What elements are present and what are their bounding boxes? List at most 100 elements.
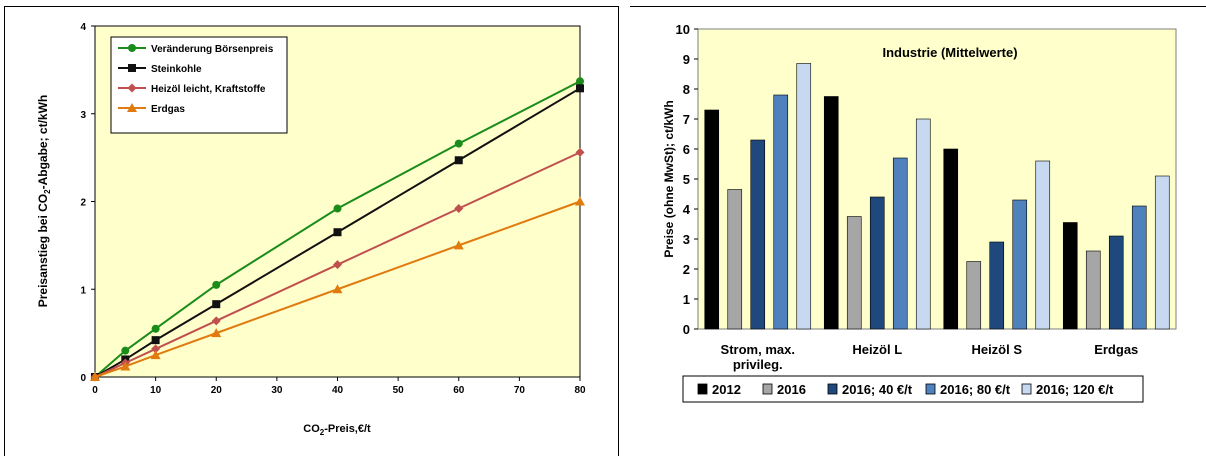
bar-chart-y-axis-label: Preise (ohne MwSt); ct/kWh — [662, 100, 676, 257]
line-chart-legend-label: Erdgas — [151, 104, 185, 115]
line-chart-point — [332, 284, 343, 294]
bar — [846, 216, 862, 330]
bar — [989, 241, 1005, 330]
bar-chart-legend-swatch — [762, 383, 773, 395]
line-chart-point — [453, 240, 464, 250]
bar-chart-y-tick-label: 2 — [683, 262, 690, 277]
line-chart-x-tick-label: 50 — [393, 385, 405, 396]
bar — [823, 96, 839, 330]
line-chart-x-tick-label: 30 — [271, 385, 283, 396]
line-chart-point — [212, 280, 221, 289]
bar-chart-legend-swatch — [827, 383, 838, 395]
bar-chart-category-label: Strom, max. — [721, 342, 795, 357]
bar — [1154, 175, 1170, 330]
line-chart-x-label-sub: 2 — [320, 428, 325, 437]
bar-chart-legend-swatch — [925, 383, 936, 395]
bar — [966, 261, 982, 330]
bar-chart-y-tick-label: 3 — [683, 232, 690, 247]
bar-chart-legend-label: 2016; 120 €/t — [1036, 382, 1114, 397]
bar-chart-plot-area — [697, 28, 1177, 330]
line-chart-x-label-tail: -Preis,€/t — [324, 423, 371, 435]
bar — [892, 157, 908, 330]
bar — [1131, 205, 1147, 330]
bar — [750, 139, 766, 330]
bar-chart-category-label: Heizöl S — [971, 342, 1022, 357]
line-chart-legend-marker — [127, 83, 137, 93]
line-chart-legend-marker — [128, 64, 136, 72]
bar — [1108, 235, 1124, 330]
frame-top-right — [630, 6, 1206, 7]
line-chart: 0 10 20 30 40 50 60 70 80 0 1 2 3 4 Veränderung Börse… — [36, 22, 586, 437]
bar-chart-legend-label: 2016; 80 €/t — [940, 382, 1011, 397]
line-chart-y-tick-label: 0 — [80, 373, 86, 384]
bar-chart-y-tick-label: 10 — [676, 22, 690, 37]
bar-chart-legend-swatch — [1021, 383, 1032, 395]
line-chart-x-tick-label: 40 — [332, 385, 344, 396]
line-chart-point — [454, 156, 463, 165]
line-chart-point — [151, 324, 160, 333]
line-chart-point — [454, 204, 464, 214]
bar-chart-legend-label: 2016 — [777, 382, 806, 397]
bar-chart-y-tick-label: 6 — [683, 142, 690, 157]
line-chart-y-label-tail: -Abgabe; ct/kWh — [36, 95, 50, 190]
line-chart-x-tick-label: 10 — [150, 385, 162, 396]
bar-chart-legend-label: 2016; 40 €/t — [842, 382, 913, 397]
bar — [915, 118, 931, 330]
line-chart-point — [150, 350, 161, 360]
line-chart-x-tick-label: 70 — [514, 385, 526, 396]
frame-left — [4, 6, 5, 456]
line-chart-point — [151, 336, 160, 345]
bar-chart-category-label: privileg. — [733, 357, 783, 372]
bar-chart-legend — [682, 375, 1144, 403]
bar — [796, 63, 812, 330]
line-chart-legend-marker — [127, 103, 137, 112]
line-chart-y-tick-label: 2 — [80, 198, 86, 209]
line-chart-y-tick-label: 3 — [80, 110, 86, 121]
line-chart-x-axis-label: CO2-Preis,€/t — [303, 423, 371, 437]
line-chart-point — [212, 300, 221, 309]
frame-divider — [618, 6, 619, 456]
line-chart-x-tick-label: 80 — [574, 385, 586, 396]
bar — [1062, 222, 1078, 330]
line-chart-x-label-main: CO — [303, 423, 320, 435]
bar — [1085, 250, 1101, 330]
bar-chart-y-tick-label: 1 — [683, 292, 690, 307]
line-chart-point — [575, 196, 585, 206]
line-chart-y-tick-label: 4 — [80, 22, 86, 33]
bar — [943, 148, 959, 330]
bar-chart-category-label: Erdgas — [1094, 342, 1138, 357]
line-chart-point — [333, 204, 342, 213]
bar — [704, 109, 720, 330]
line-chart-y-label-sub: 2 — [43, 189, 52, 194]
line-chart-legend-marker — [128, 44, 136, 52]
bar-chart-legend-label: 2012 — [712, 382, 741, 397]
line-chart-x-tick-label: 0 — [92, 385, 98, 396]
line-chart-y-axis-label: Preisanstieg bei CO2-Abgabe; ct/kWh — [36, 95, 52, 308]
bar — [727, 189, 743, 330]
line-chart-point — [211, 328, 222, 338]
line-chart-legend-label: Veränderung Börsenpreis — [151, 44, 274, 55]
bar — [1012, 199, 1028, 330]
line-chart-point — [211, 316, 221, 326]
line-chart-point — [576, 84, 584, 93]
line-chart-point — [454, 139, 463, 148]
line-chart-point — [121, 346, 130, 355]
bar — [773, 94, 789, 330]
line-chart-x-tick-label: 60 — [453, 385, 465, 396]
bar-chart-y-tick-label: 5 — [683, 172, 690, 187]
line-chart-x-tick-label: 20 — [211, 385, 223, 396]
bar-chart-y-tick-label: 9 — [683, 52, 690, 67]
line-chart-y-tick-label: 1 — [80, 285, 86, 296]
line-chart-point — [575, 147, 585, 157]
bar-chart-y-tick-label: 7 — [683, 112, 690, 127]
bar-chart-y-tick-label: 4 — [683, 202, 691, 217]
bar — [869, 196, 885, 330]
line-chart-legend-label: Steinkohle — [151, 64, 202, 75]
bar — [1035, 160, 1051, 330]
line-chart-legend-label: Heizöl leicht, Kraftstoffe — [151, 84, 266, 95]
line-chart-point — [333, 260, 342, 270]
frame-top-left — [4, 6, 618, 7]
line-chart-legend — [110, 36, 288, 134]
line-chart-y-label-main: Preisanstieg bei CO — [36, 194, 50, 307]
